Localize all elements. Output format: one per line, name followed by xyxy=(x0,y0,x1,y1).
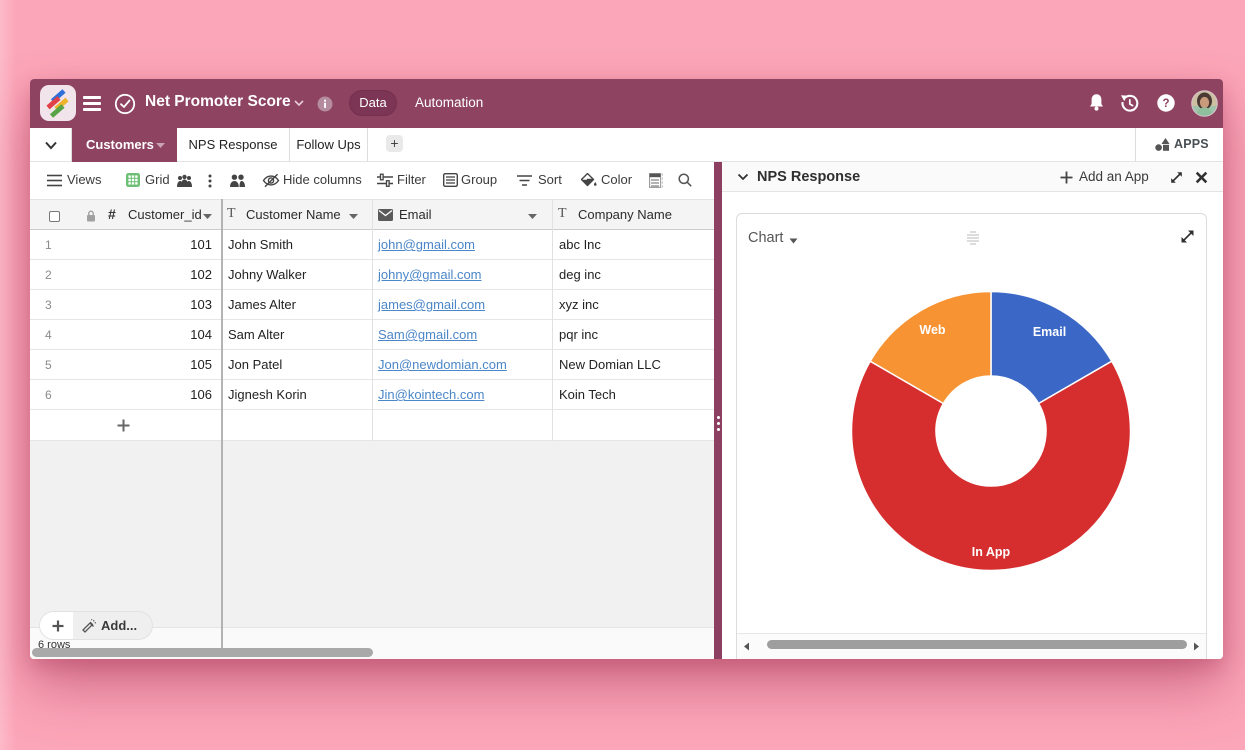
svg-text:Email: Email xyxy=(1033,325,1066,339)
svg-text:Web: Web xyxy=(919,323,946,337)
svg-text:?: ? xyxy=(1162,98,1169,110)
svg-text:In App: In App xyxy=(972,545,1011,559)
